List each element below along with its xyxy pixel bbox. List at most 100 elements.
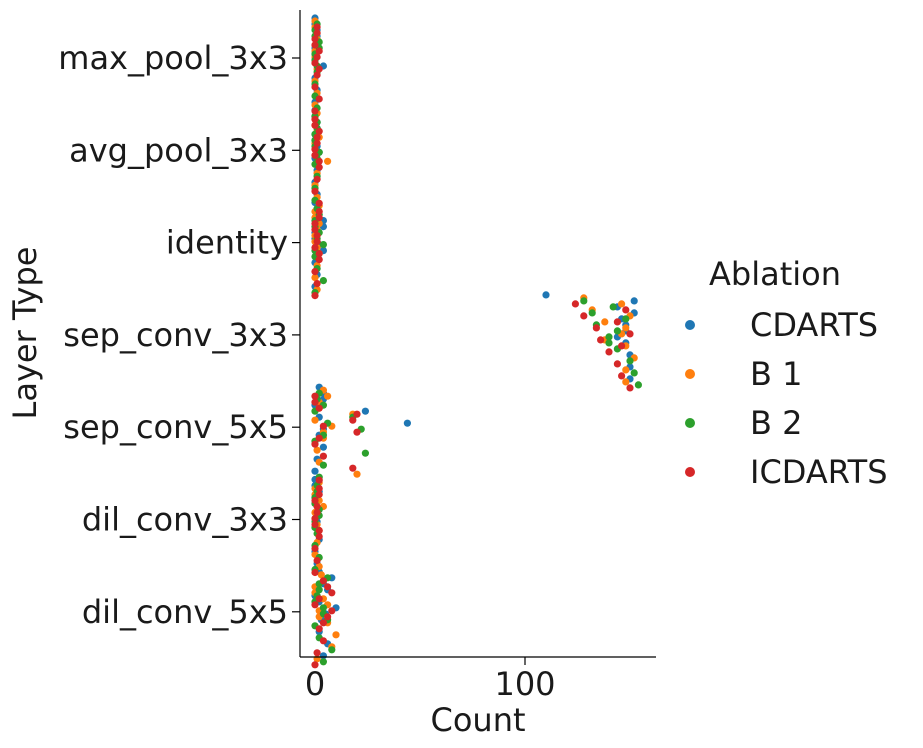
- data-point-icdarts: [311, 145, 319, 153]
- legend-marker: [685, 369, 695, 379]
- data-point-cdarts: [630, 297, 638, 305]
- x-tick-label: 100: [494, 665, 555, 703]
- data-point-icdarts: [311, 151, 319, 159]
- y-tick-label: max_pool_3x3: [58, 39, 288, 77]
- data-point-icdarts: [319, 577, 327, 585]
- y-tick-label: sep_conv_5x5: [63, 408, 288, 446]
- data-point-icdarts: [605, 348, 613, 356]
- data-point-b-2: [622, 315, 630, 323]
- data-point-b-1: [601, 318, 609, 326]
- y-axis-ticks: max_pool_3x3 avg_pool_3x3 identity sep_conv…: [58, 39, 300, 631]
- legend-marker: [685, 467, 695, 477]
- data-point-icdarts: [315, 434, 323, 442]
- data-point-cdarts: [361, 407, 369, 415]
- data-point-cdarts: [319, 443, 327, 451]
- data-point-b-2: [634, 381, 643, 389]
- data-point-b-1: [311, 416, 319, 424]
- data-point-b-2: [319, 604, 327, 612]
- data-point-b-1: [317, 571, 325, 579]
- data-point-icdarts: [315, 65, 323, 73]
- x-axis-title: Count: [430, 701, 525, 739]
- data-point-icdarts: [311, 514, 319, 523]
- data-point-icdarts: [315, 208, 323, 216]
- data-point-icdarts: [311, 661, 319, 669]
- data-point-b-2: [361, 449, 369, 457]
- data-point-icdarts: [311, 35, 319, 43]
- data-point-icdarts: [311, 220, 319, 228]
- data-point-icdarts: [313, 133, 321, 141]
- x-axis-ticks: 0 100: [305, 657, 556, 703]
- data-point-icdarts: [315, 250, 323, 258]
- data-point-icdarts: [311, 115, 319, 123]
- y-tick-label: identity: [166, 224, 288, 262]
- data-point-b-2: [630, 369, 638, 377]
- data-point-b-1: [353, 470, 361, 478]
- data-point-icdarts: [626, 384, 634, 392]
- data-point-icdarts: [313, 29, 321, 37]
- data-point-icdarts: [315, 163, 323, 171]
- data-point-icdarts: [315, 476, 323, 484]
- data-point-b-1: [618, 300, 626, 308]
- y-tick-label: sep_conv_3x3: [63, 316, 288, 354]
- data-point-icdarts: [313, 53, 321, 61]
- data-point-icdarts: [324, 583, 332, 591]
- legend-label: ICDARTS: [750, 453, 888, 491]
- data-point-icdarts: [313, 238, 321, 246]
- data-point-icdarts: [313, 280, 321, 288]
- data-point-icdarts: [313, 502, 321, 511]
- data-point-icdarts: [311, 392, 319, 400]
- data-point-icdarts: [315, 214, 323, 222]
- data-point-b-1: [622, 378, 630, 386]
- data-point-icdarts: [315, 484, 323, 493]
- data-point-b-1: [622, 366, 630, 374]
- legend-marker: [685, 320, 695, 330]
- data-point-b-2: [319, 241, 327, 249]
- data-point-icdarts: [353, 410, 361, 418]
- data-point-icdarts: [319, 619, 327, 627]
- data-point-icdarts: [592, 324, 601, 332]
- data-point-icdarts: [311, 292, 319, 300]
- data-point-icdarts: [315, 199, 323, 207]
- data-point-icdarts: [315, 157, 323, 165]
- data-point-b-2: [588, 309, 596, 317]
- data-point-b-2: [626, 357, 634, 365]
- data-point-icdarts: [313, 232, 321, 240]
- legend-label: CDARTS: [750, 306, 878, 344]
- legend-label: B 1: [750, 355, 802, 393]
- data-point-b-1: [311, 274, 319, 282]
- data-point-icdarts: [311, 226, 319, 234]
- data-point-b-2: [315, 586, 323, 594]
- data-point-icdarts: [315, 526, 323, 535]
- y-tick-label: dil_conv_3x3: [82, 501, 288, 539]
- data-point-icdarts: [311, 520, 319, 529]
- data-point-icdarts: [313, 23, 321, 31]
- data-point-b-2: [580, 297, 588, 305]
- data-point-icdarts: [315, 127, 323, 135]
- data-point-icdarts: [328, 589, 336, 597]
- data-point-icdarts: [315, 490, 323, 499]
- data-point-icdarts: [311, 59, 319, 67]
- data-point-icdarts: [315, 625, 323, 633]
- data-point-icdarts: [313, 175, 321, 183]
- data-point-cdarts: [542, 291, 550, 299]
- data-point-icdarts: [319, 637, 327, 645]
- legend-title: Ablation: [709, 255, 841, 293]
- legend-items: CDARTS B 1 B 2 ICDARTS: [685, 306, 888, 491]
- data-point-icdarts: [580, 312, 588, 320]
- data-point-b-2: [605, 333, 613, 341]
- data-point-icdarts: [349, 464, 357, 472]
- data-point-b-1: [622, 324, 630, 332]
- x-tick-label: 0: [305, 665, 325, 703]
- data-point-icdarts: [328, 607, 336, 615]
- data-point-icdarts: [622, 306, 630, 314]
- data-point-b-2: [319, 277, 327, 285]
- data-point-b-1: [324, 157, 332, 165]
- data-point-icdarts: [315, 404, 323, 412]
- data-point-icdarts: [311, 568, 319, 577]
- data-point-icdarts: [613, 318, 622, 326]
- data-point-icdarts: [311, 496, 319, 505]
- data-point-icdarts: [315, 95, 323, 103]
- data-point-icdarts: [319, 422, 327, 430]
- data-point-icdarts: [311, 107, 319, 115]
- data-point-b-2: [613, 327, 622, 335]
